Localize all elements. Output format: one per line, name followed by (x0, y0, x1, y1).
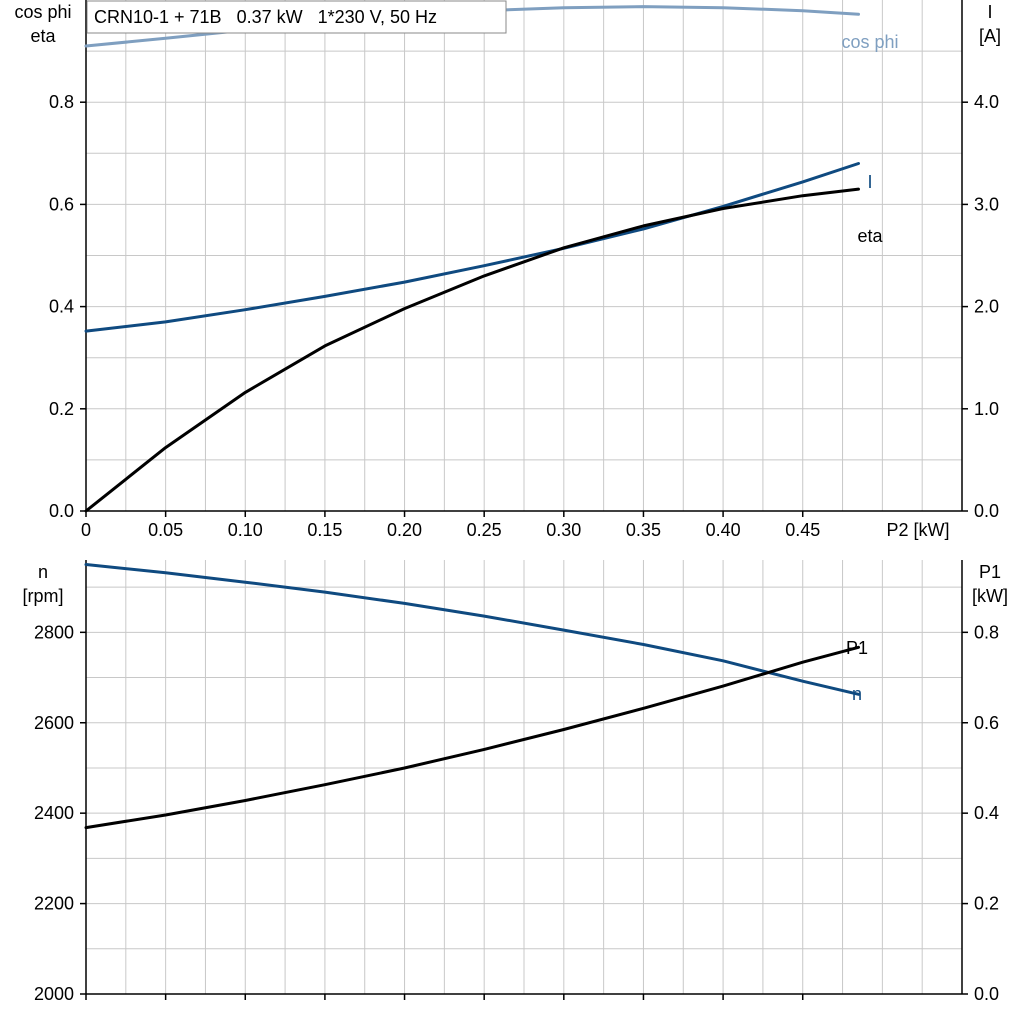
series-label-n: n (852, 684, 862, 704)
top-right-tick-label: 3.0 (974, 194, 999, 214)
bottom-right-tick-label: 0.8 (974, 622, 999, 642)
top-right-tick-label: 1.0 (974, 399, 999, 419)
chart-title: CRN10-1 + 71B 0.37 kW 1*230 V, 50 Hz (94, 7, 437, 27)
x-tick-label: 0.45 (785, 520, 820, 540)
bottom-left-tick-label: 2000 (34, 984, 74, 1004)
curve-eta (84, 187, 860, 513)
x-tick-label: 0.30 (546, 520, 581, 540)
chart-labels: 0.0 0.2 0.4 0.6 0.8 0.0 1.0 2.0 3.0 4.0 cos phi eta… (14, 2, 1008, 1004)
x-tick-label: 0.40 (706, 520, 741, 540)
top-left-tick-label: 0.4 (49, 297, 74, 317)
bottom-right-tick-label: 0.0 (974, 984, 999, 1004)
top-left-tick-label: 0.0 (49, 501, 74, 521)
top-right-axis-unit: [A] (979, 26, 1001, 46)
top-left-axis-unit: eta (30, 26, 56, 46)
series-label-p1: P1 (846, 638, 868, 658)
top-right-tick-label: 0.0 (974, 501, 999, 521)
bottom-right-axis-unit: [kW] (972, 586, 1008, 606)
bottom-right-tick-label: 0.2 (974, 894, 999, 914)
bottom-left-tick-label: 2800 (34, 622, 74, 642)
series-label-eta: eta (857, 226, 883, 246)
top-left-tick-label: 0.6 (49, 194, 74, 214)
x-tick-label: 0.25 (467, 520, 502, 540)
top-left-tick-label: 0.8 (49, 92, 74, 112)
bottom-left-axis-label: n (38, 562, 48, 582)
x-tick-label: 0.15 (307, 520, 342, 540)
curve-p1 (84, 645, 860, 830)
series-label-cos-phi: cos phi (841, 32, 898, 52)
top-right-tick-label: 4.0 (974, 92, 999, 112)
x-tick-label: 0.35 (626, 520, 661, 540)
x-tick-label: 0.20 (387, 520, 422, 540)
bottom-left-axis-unit: [rpm] (22, 586, 63, 606)
bottom-right-tick-label: 0.4 (974, 803, 999, 823)
x-tick-label: 0.05 (148, 520, 183, 540)
bottom-panel-grid (86, 560, 962, 994)
chart-axes (80, 0, 968, 1000)
chart-title-box (86, 0, 507, 34)
top-right-axis-label: I (987, 2, 992, 22)
top-left-tick-label: 0.2 (49, 399, 74, 419)
series-label-current: I (867, 172, 872, 192)
curve-i (84, 162, 860, 333)
bottom-left-tick-label: 2200 (34, 894, 74, 914)
top-left-axis-label: cos phi (14, 2, 71, 22)
bottom-right-tick-label: 0.6 (974, 713, 999, 733)
top-panel-grid (86, 0, 962, 511)
bottom-left-tick-label: 2600 (34, 713, 74, 733)
curve-n (84, 563, 860, 696)
bottom-right-axis-label: P1 (979, 562, 1001, 582)
top-right-tick-label: 2.0 (974, 297, 999, 317)
x-axis-label: P2 [kW] (886, 520, 949, 540)
chart-curves (84, 5, 860, 830)
bottom-left-tick-label: 2400 (34, 803, 74, 823)
x-tick-label: 0 (81, 520, 91, 540)
x-tick-label: 0.10 (228, 520, 263, 540)
